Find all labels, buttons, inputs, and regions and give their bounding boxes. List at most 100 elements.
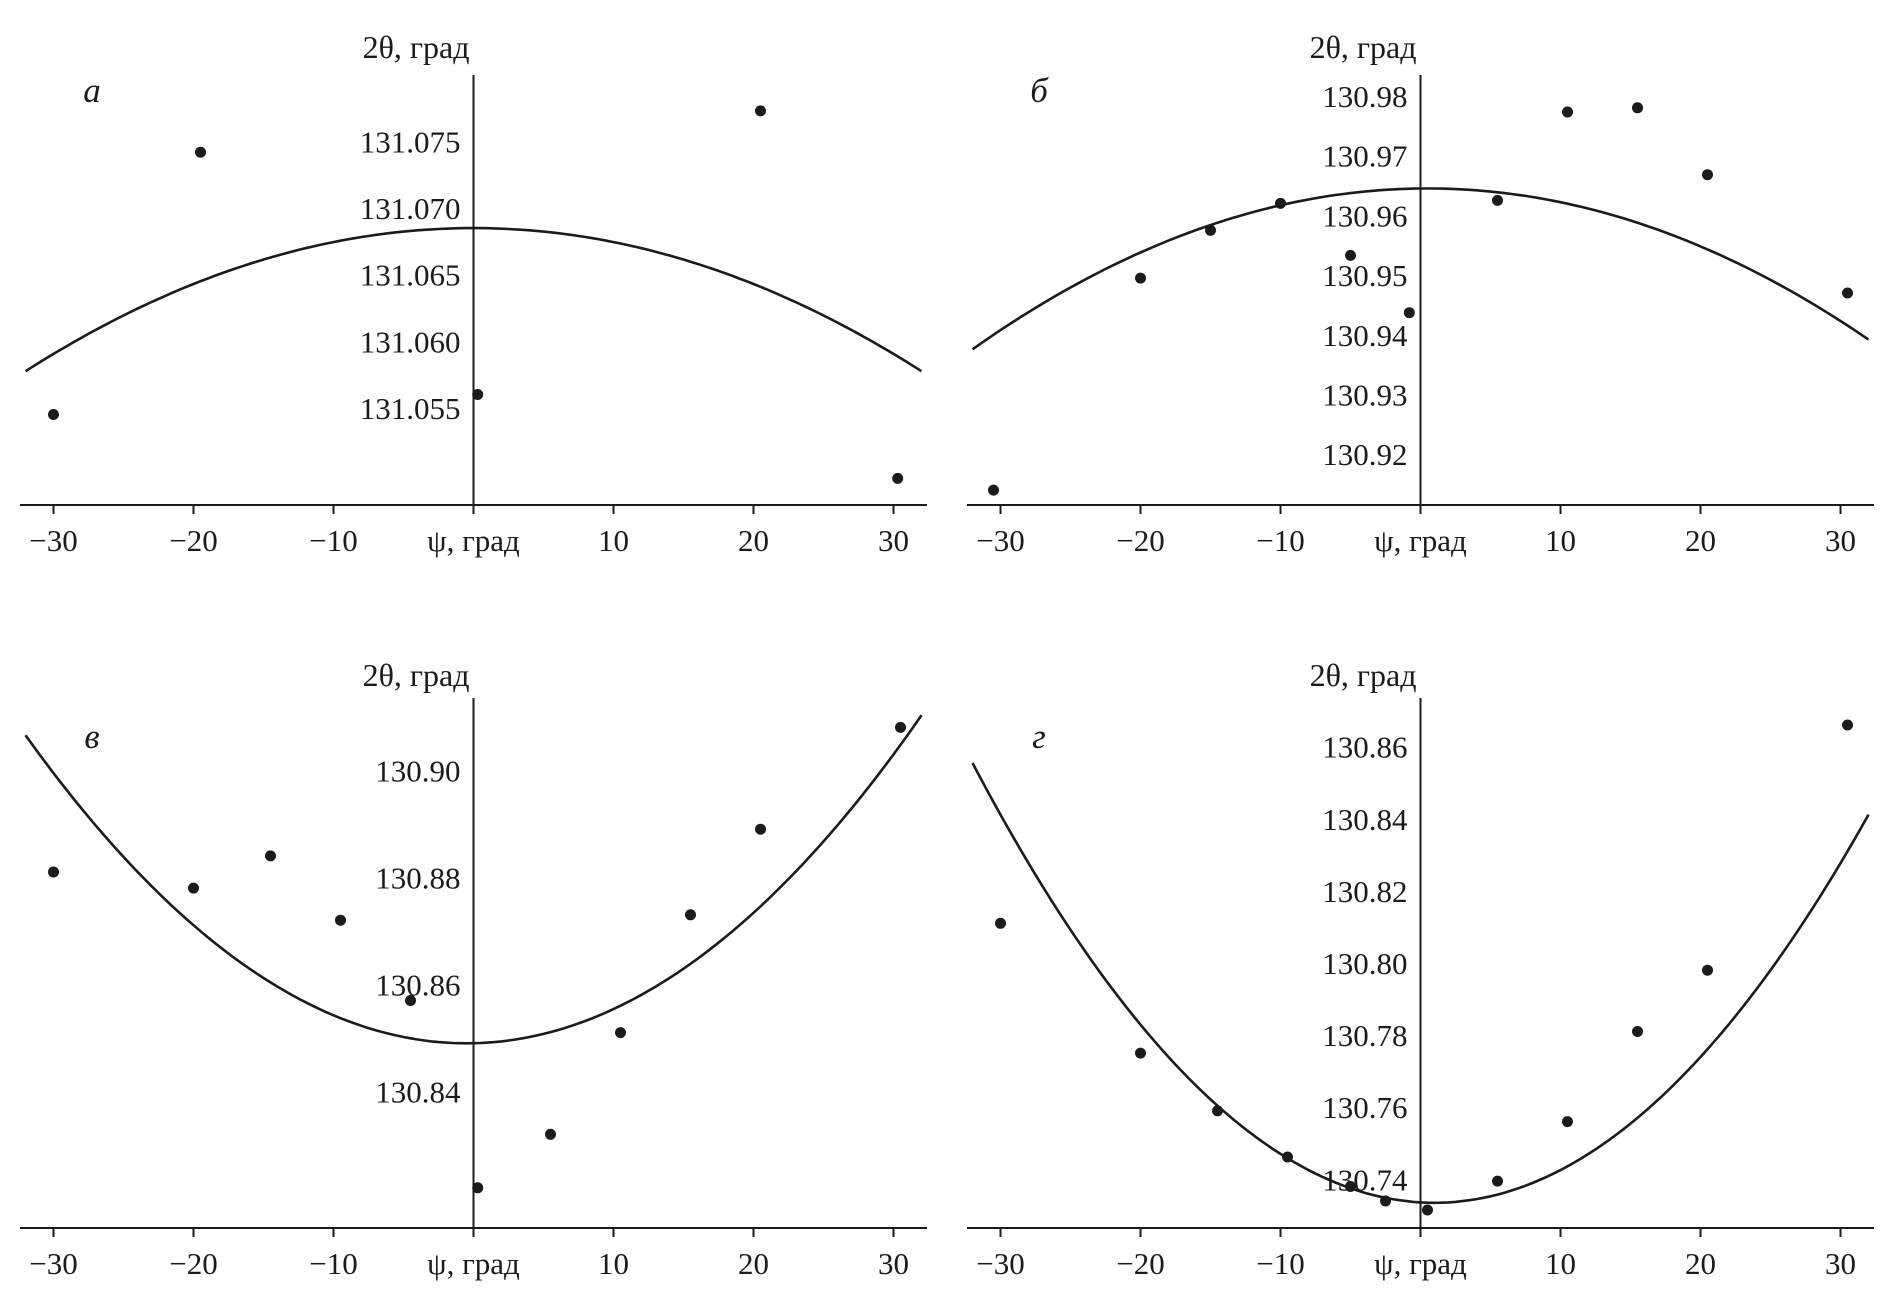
x-tick-label: −30 [29, 1246, 77, 1281]
x-tick-label: −10 [309, 1246, 357, 1281]
y-tick-label: 130.82 [1322, 874, 1407, 909]
data-point [1135, 272, 1146, 284]
panel-v: −30 −20 −10 10 20 30 ψ, град 130.84 130.86 130.88… [20, 657, 927, 1281]
data-point [1212, 1105, 1223, 1117]
panel-g: −30 −20 −10 10 20 30 ψ, град 130.74 130.76 130.78… [967, 657, 1874, 1281]
data-point [615, 1027, 626, 1039]
y-axis-title: 2θ, град [363, 657, 470, 693]
x-tick-label: −20 [169, 523, 217, 558]
x-tick-label: 30 [878, 1246, 909, 1281]
data-point [895, 721, 906, 733]
data-point [1275, 197, 1286, 209]
data-point [1842, 287, 1853, 299]
y-axis-title: 2θ, град [1310, 29, 1417, 65]
x-tick-label: 10 [1545, 523, 1576, 558]
data-point [1403, 307, 1415, 319]
y-tick-label: 130.90 [375, 753, 460, 788]
y-tick-label: 130.86 [1322, 730, 1407, 765]
y-tick-label: 130.95 [1322, 258, 1407, 293]
y-axis-title: 2θ, град [363, 29, 470, 65]
data-point [1562, 1116, 1573, 1128]
panel-letter: в [84, 717, 99, 756]
y-tick-label: 130.86 [375, 967, 460, 1002]
x-axis-label: ψ, град [1374, 523, 1467, 558]
data-point [988, 484, 999, 496]
x-axis-label: ψ, град [427, 1246, 520, 1281]
y-tick-label: 130.74 [1322, 1162, 1408, 1197]
y-tick-label: 130.96 [1322, 198, 1407, 233]
y-tick-label: 130.93 [1322, 378, 1407, 413]
x-tick-label: −10 [1256, 523, 1304, 558]
y-tick-label: 130.98 [1322, 79, 1407, 114]
x-tick-label: −30 [29, 523, 77, 558]
x-tick-label: 20 [738, 1246, 769, 1281]
y-tick-label: 130.84 [375, 1074, 461, 1109]
data-point [1492, 1175, 1503, 1187]
x-tick-label: −30 [976, 523, 1024, 558]
data-point [265, 850, 276, 862]
data-point [995, 917, 1006, 929]
y-tick-label: 131.075 [360, 125, 461, 160]
y-tick-label: 131.065 [360, 258, 461, 293]
y-tick-label: 130.80 [1322, 946, 1407, 981]
x-tick-label: 20 [1685, 523, 1716, 558]
data-point [1345, 1181, 1356, 1192]
x-tick-label: 30 [1825, 1246, 1856, 1281]
panel-letter: а [83, 71, 101, 110]
y-axis-title: 2θ, град [1310, 657, 1417, 693]
x-tick-label: −20 [1116, 523, 1164, 558]
y-tick-label: 130.97 [1322, 139, 1407, 174]
panel-letter: б [1030, 71, 1049, 110]
y-tick-label: 130.78 [1322, 1018, 1407, 1053]
x-tick-label: 10 [1545, 1246, 1576, 1281]
y-tick-label: 131.055 [360, 391, 461, 426]
y-tick-label: 131.070 [360, 191, 461, 226]
x-tick-label: 30 [1825, 523, 1856, 558]
x-tick-label: 10 [598, 523, 629, 558]
data-point [685, 909, 696, 921]
data-point [472, 1182, 484, 1194]
y-tick-label: 131.060 [360, 324, 461, 359]
data-point [755, 823, 766, 835]
fit-curve [24, 714, 923, 1045]
data-point [1380, 1195, 1391, 1207]
data-point [195, 146, 206, 158]
data-point [545, 1128, 556, 1140]
x-tick-label: −20 [169, 1246, 217, 1281]
data-point [755, 105, 766, 117]
data-point [1632, 102, 1643, 114]
x-tick-label: 10 [598, 1246, 629, 1281]
data-point [892, 472, 904, 484]
fit-curve [971, 762, 1870, 1205]
data-point [335, 914, 346, 926]
x-tick-label: 30 [878, 523, 909, 558]
data-point [1135, 1047, 1146, 1059]
data-point [1702, 169, 1713, 181]
data-point [1562, 106, 1573, 118]
data-point [1345, 249, 1356, 261]
data-point [48, 866, 59, 878]
y-tick-label: 130.94 [1322, 318, 1408, 353]
y-tick-label: 130.92 [1322, 437, 1407, 472]
data-point [1492, 194, 1503, 206]
panel-letter: г [1032, 717, 1046, 756]
data-point [1632, 1026, 1643, 1037]
data-point [405, 995, 416, 1006]
panel-a: −30 −20 −10 10 20 30 ψ, град 131.055 131.060 131.… [20, 29, 927, 558]
x-tick-label: −30 [976, 1246, 1024, 1281]
x-tick-label: 20 [738, 523, 769, 558]
data-point [472, 389, 484, 400]
y-tick-label: 130.84 [1322, 802, 1408, 837]
data-point [1842, 719, 1853, 731]
y-tick-label: 130.88 [375, 860, 460, 895]
fit-curve [24, 226, 923, 373]
panel-b: −30 −20 −10 10 20 30 ψ, град 130.92 130.93 130.94… [967, 29, 1874, 558]
data-point [188, 882, 199, 894]
x-axis-label: ψ, град [427, 523, 520, 558]
x-tick-label: −20 [1116, 1246, 1164, 1281]
data-point [1702, 964, 1713, 976]
x-tick-label: −10 [309, 523, 357, 558]
y-tick-label: 130.76 [1322, 1090, 1407, 1125]
data-point [1282, 1151, 1293, 1163]
data-point [48, 409, 59, 420]
